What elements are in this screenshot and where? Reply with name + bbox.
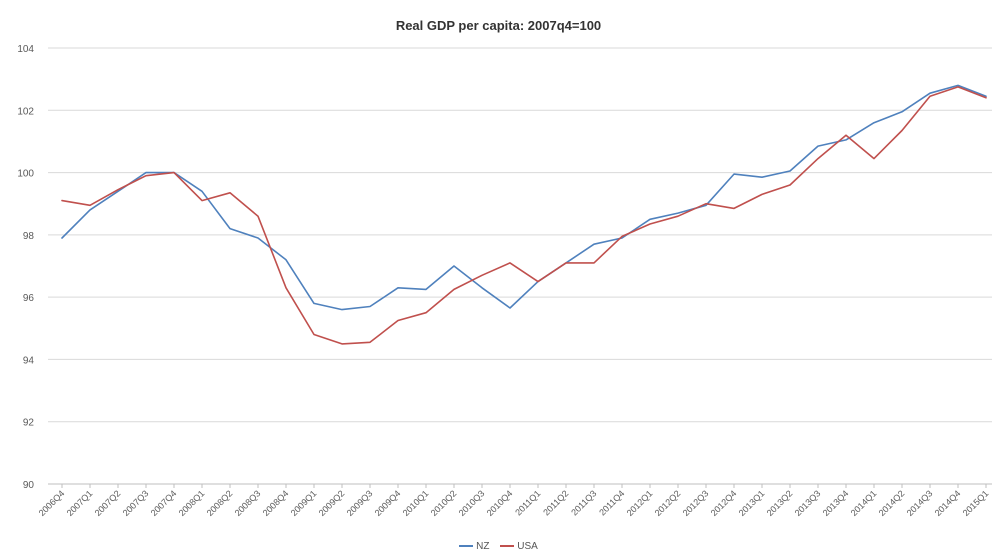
x-tick-label: 2011Q4 xyxy=(597,488,626,517)
y-tick-label: 90 xyxy=(23,480,35,491)
legend-item-usa: USA xyxy=(500,541,538,552)
x-tick-label: 2009Q4 xyxy=(373,488,403,518)
x-tick-label: 2013Q3 xyxy=(793,488,823,518)
x-tick-label: 2008Q3 xyxy=(233,488,263,518)
x-tick-label: 2011Q1 xyxy=(513,488,542,517)
x-tick-label: 2012Q1 xyxy=(625,488,655,518)
legend-item-nz: NZ xyxy=(459,541,490,552)
legend-swatch-usa xyxy=(500,545,515,548)
x-tick-label: 2010Q4 xyxy=(485,488,515,518)
x-tick-label: 2013Q1 xyxy=(737,488,767,518)
x-tick-label: 2010Q1 xyxy=(401,488,431,518)
x-tick-label: 2007Q4 xyxy=(149,488,179,518)
y-tick-label: 104 xyxy=(17,44,34,55)
series-line-nz xyxy=(61,84,987,311)
x-tick-label: 2008Q1 xyxy=(177,488,207,518)
x-tick-label: 2014Q1 xyxy=(849,488,879,518)
x-tick-label: 2006Q4 xyxy=(37,488,67,518)
y-tick-label: 102 xyxy=(17,106,34,117)
x-tick-label: 2010Q2 xyxy=(429,488,459,518)
x-tick-label: 2007Q2 xyxy=(93,488,123,518)
x-tick-label: 2014Q3 xyxy=(905,488,935,518)
x-tick-label: 2007Q3 xyxy=(121,488,151,518)
x-tick-label: 2011Q2 xyxy=(541,488,570,517)
y-tick-label: 98 xyxy=(23,231,35,242)
x-tick-label: 2008Q2 xyxy=(205,488,235,518)
x-tick-label: 2012Q2 xyxy=(653,488,683,518)
legend: NZ USA xyxy=(0,541,997,552)
x-tick-label: 2009Q3 xyxy=(345,488,375,518)
y-tick-label: 100 xyxy=(17,169,34,180)
x-tick-label: 2014Q4 xyxy=(933,488,963,518)
x-tick-label: 2008Q4 xyxy=(261,488,291,518)
series-line-usa xyxy=(61,86,987,345)
x-tick-label: 2010Q3 xyxy=(457,488,487,518)
x-tick-label: 2012Q3 xyxy=(681,488,711,518)
x-tick-label: 2015Q1 xyxy=(961,488,991,518)
x-tick-label: 2007Q1 xyxy=(65,488,95,518)
x-tick-label: 2013Q4 xyxy=(821,488,851,518)
x-tick-label: 2014Q2 xyxy=(877,488,907,518)
y-tick-label: 96 xyxy=(23,293,35,304)
x-tick-label: 2013Q2 xyxy=(765,488,795,518)
x-tick-label: 2012Q4 xyxy=(709,488,739,518)
legend-label-usa: USA xyxy=(517,541,538,552)
legend-label-nz: NZ xyxy=(476,541,490,552)
x-tick-label: 2009Q1 xyxy=(289,488,319,518)
x-tick-label: 2011Q3 xyxy=(569,488,598,517)
legend-swatch-nz xyxy=(459,545,474,548)
y-tick-label: 94 xyxy=(23,355,35,366)
x-tick-label: 2009Q2 xyxy=(317,488,347,518)
y-tick-label: 92 xyxy=(23,418,35,429)
chart-title: Real GDP per capita: 2007q4=100 xyxy=(395,18,602,33)
